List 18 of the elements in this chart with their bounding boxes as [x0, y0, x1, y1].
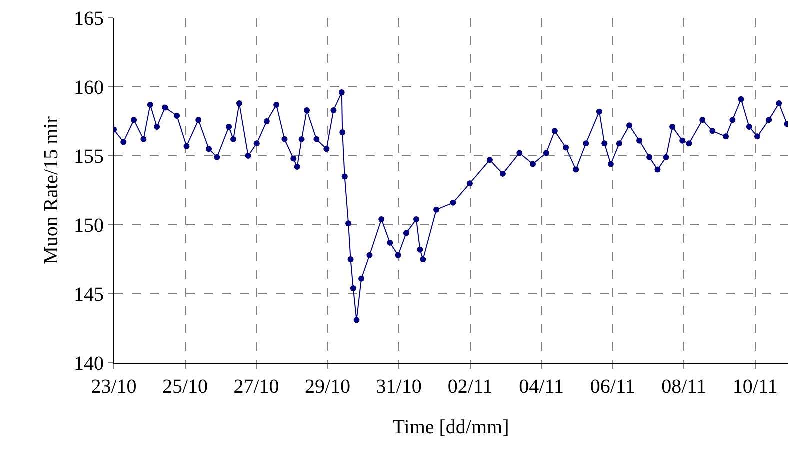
x-tick-label: 25/10: [162, 376, 208, 398]
x-tick-label: 10/11: [732, 376, 778, 398]
y-tick-label: 150: [74, 215, 104, 237]
y-axis-title: Muon Rate/15 mir: [40, 116, 62, 264]
x-tick-label: 29/10: [305, 376, 351, 398]
x-tick-label: 31/10: [376, 376, 422, 398]
x-axis-title: Time [dd/mm]: [392, 416, 510, 438]
y-tick-label: 140: [74, 353, 104, 375]
x-tick-label: 06/11: [590, 376, 636, 398]
y-tick-label: 160: [74, 77, 104, 99]
y-tick-label: 165: [74, 8, 104, 30]
y-tick-label: 145: [74, 284, 104, 306]
x-tick-label: 08/11: [662, 376, 706, 398]
x-tick-label: 23/10: [91, 376, 137, 398]
x-tick-label: 04/11: [519, 376, 564, 398]
y-tick-label: 155: [74, 146, 104, 168]
x-tick-label: 02/11: [448, 376, 493, 398]
x-tick-label: 27/10: [234, 376, 280, 398]
